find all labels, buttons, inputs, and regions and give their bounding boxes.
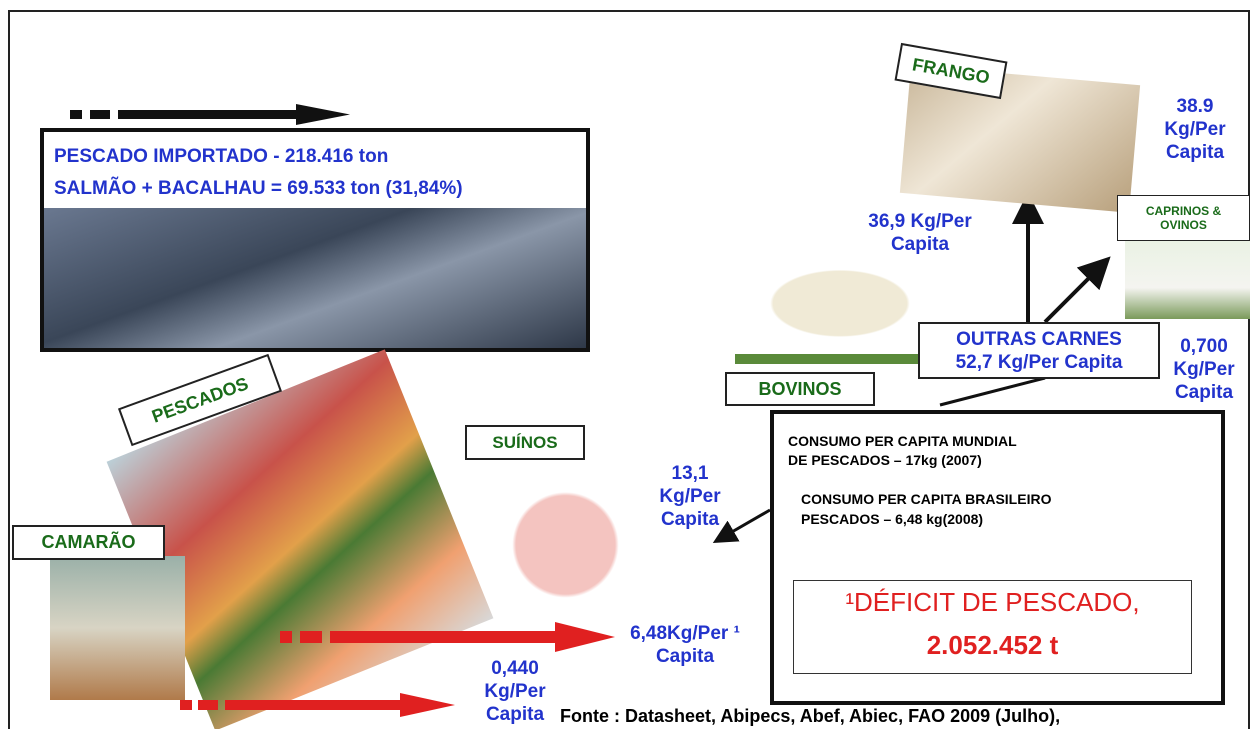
slide: PESCADO IMPORTADO - 218.416 ton SALMÃO +… (0, 0, 1260, 729)
value-line: Kg/Per (470, 680, 560, 703)
value-line: 6,48Kg/Per ¹ (615, 622, 755, 645)
source: Fonte : Datasheet, Abipecs, Abef, Abiec,… (560, 706, 1060, 727)
value-line: Capita (615, 645, 755, 668)
value-line: Capita (470, 703, 560, 726)
red-arrows (0, 0, 1260, 729)
value-line: 0,440 (470, 657, 560, 680)
camarao-value: 0,440 Kg/Per Capita (470, 657, 560, 726)
pescados-value: 6,48Kg/Per ¹ Capita (615, 622, 755, 668)
